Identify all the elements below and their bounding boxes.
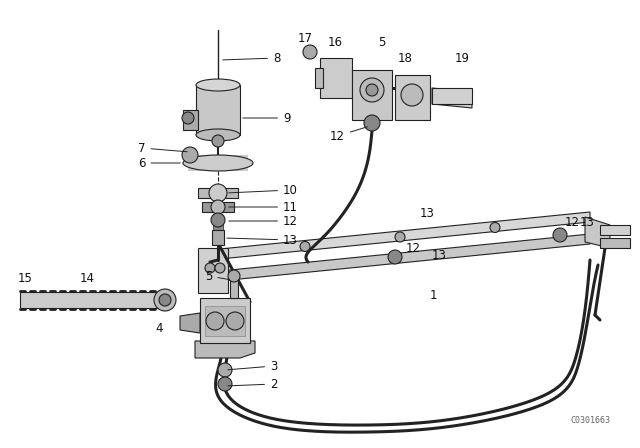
Circle shape [182,147,198,163]
Circle shape [218,363,232,377]
Bar [213,223,223,231]
Circle shape [228,270,240,282]
Ellipse shape [196,129,240,141]
Text: 13: 13 [227,233,298,246]
Text: 4: 4 [155,322,163,335]
Text: 13: 13 [580,215,595,228]
Text: 5: 5 [205,270,229,283]
Text: 19: 19 [455,52,470,65]
Text: 5: 5 [378,35,385,48]
Circle shape [159,294,171,306]
Text: 13: 13 [420,207,435,220]
Text: 12: 12 [228,215,298,228]
Circle shape [182,112,194,124]
Text: C0301663: C0301663 [570,415,610,425]
Circle shape [303,45,317,59]
Circle shape [360,78,384,102]
Circle shape [209,184,227,202]
Circle shape [205,263,215,273]
Circle shape [388,250,402,264]
Polygon shape [585,217,610,248]
Text: 2: 2 [228,378,278,391]
Text: 18: 18 [398,52,413,65]
Bar [202,202,234,212]
Bar [352,70,392,120]
Circle shape [218,377,232,391]
Text: 3: 3 [228,359,277,372]
Text: 6: 6 [138,156,180,169]
Text: 16: 16 [328,35,343,48]
Bar [196,85,240,135]
Polygon shape [195,341,255,358]
Bar [198,188,238,198]
Circle shape [364,115,380,131]
Bar [320,58,352,98]
Bar [315,68,323,88]
Circle shape [215,263,225,273]
Polygon shape [432,88,472,108]
Circle shape [395,232,405,242]
Text: 9: 9 [243,112,291,125]
Text: 15: 15 [18,271,33,284]
Circle shape [490,223,500,233]
Text: 11: 11 [228,201,298,214]
Text: 1: 1 [430,289,438,302]
Circle shape [154,289,176,311]
Text: 12: 12 [406,241,421,254]
Text: 12: 12 [330,127,367,142]
Polygon shape [180,313,200,333]
Circle shape [401,84,423,106]
Text: 12: 12 [565,215,580,228]
Circle shape [206,312,224,330]
Circle shape [211,200,225,214]
Text: 17: 17 [298,31,313,44]
Text: 7: 7 [138,142,188,155]
Bar [212,230,224,245]
Bar [230,280,238,298]
Polygon shape [210,212,590,260]
Bar [198,248,228,293]
Polygon shape [210,234,590,282]
Text: 10: 10 [228,184,298,197]
Bar [188,155,248,171]
Bar [205,306,245,336]
Bar [20,292,165,308]
Text: 13: 13 [432,249,447,262]
Bar [600,238,630,248]
Ellipse shape [196,79,240,91]
Circle shape [212,135,224,147]
Circle shape [300,241,310,251]
Ellipse shape [183,155,253,171]
Bar [395,75,430,120]
Circle shape [211,213,225,227]
Text: 8: 8 [223,52,280,65]
Circle shape [226,312,244,330]
Text: 14: 14 [80,271,95,284]
Bar [183,110,198,130]
Bar [432,88,472,104]
Circle shape [553,228,567,242]
Bar [600,225,630,235]
Bar [200,298,250,343]
Circle shape [366,84,378,96]
